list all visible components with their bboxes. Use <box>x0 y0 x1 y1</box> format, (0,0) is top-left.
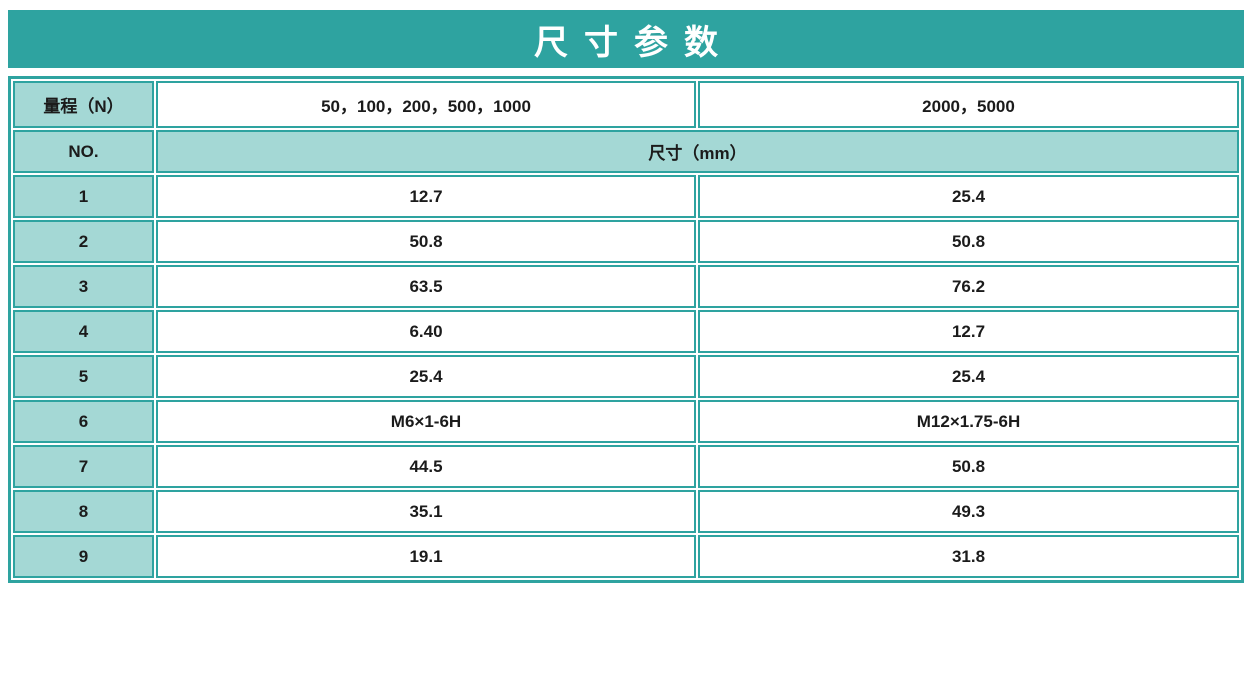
dimension-parameters-table: 量程（N） 50，100，200，500，1000 2000，5000 NO. … <box>8 76 1244 583</box>
table-row: 7 44.5 50.8 <box>13 445 1239 488</box>
dim-value-a: 35.1 <box>156 490 696 533</box>
table-row: 3 63.5 76.2 <box>13 265 1239 308</box>
dim-value-b: 25.4 <box>698 355 1239 398</box>
dim-value-b: 50.8 <box>698 220 1239 263</box>
dim-value-a: 19.1 <box>156 535 696 578</box>
title-band: 尺寸参数 <box>8 10 1244 68</box>
dim-value-b: 50.8 <box>698 445 1239 488</box>
row-number: 8 <box>13 490 154 533</box>
dim-value-a: 6.40 <box>156 310 696 353</box>
row-number: 9 <box>13 535 154 578</box>
row-number: 4 <box>13 310 154 353</box>
dim-value-a: 12.7 <box>156 175 696 218</box>
dim-value-a: 63.5 <box>156 265 696 308</box>
dim-value-b: M12×1.75-6H <box>698 400 1239 443</box>
range-group-b: 2000，5000 <box>698 81 1239 128</box>
dim-value-a: M6×1-6H <box>156 400 696 443</box>
table-row-no-header: NO. 尺寸（mm） <box>13 130 1239 173</box>
row-number: 1 <box>13 175 154 218</box>
table-row: 1 12.7 25.4 <box>13 175 1239 218</box>
dim-value-a: 50.8 <box>156 220 696 263</box>
table-row: 9 19.1 31.8 <box>13 535 1239 578</box>
table-row: 6 M6×1-6H M12×1.75-6H <box>13 400 1239 443</box>
dim-value-b: 31.8 <box>698 535 1239 578</box>
table-row: 4 6.40 12.7 <box>13 310 1239 353</box>
row-number: 3 <box>13 265 154 308</box>
table-row: 8 35.1 49.3 <box>13 490 1239 533</box>
dim-value-a: 44.5 <box>156 445 696 488</box>
row-number: 7 <box>13 445 154 488</box>
dim-value-a: 25.4 <box>156 355 696 398</box>
row-number: 2 <box>13 220 154 263</box>
row-number: 5 <box>13 355 154 398</box>
page-title: 尺寸参数 <box>534 23 734 62</box>
dim-value-b: 76.2 <box>698 265 1239 308</box>
no-header-label: NO. <box>13 130 154 173</box>
table-row: 2 50.8 50.8 <box>13 220 1239 263</box>
dim-value-b: 25.4 <box>698 175 1239 218</box>
dim-value-b: 49.3 <box>698 490 1239 533</box>
dim-value-b: 12.7 <box>698 310 1239 353</box>
table-row: 5 25.4 25.4 <box>13 355 1239 398</box>
table-row-range: 量程（N） 50，100，200，500，1000 2000，5000 <box>13 81 1239 128</box>
range-header-label: 量程（N） <box>13 81 154 128</box>
dimension-unit-header: 尺寸（mm） <box>156 130 1239 173</box>
row-number: 6 <box>13 400 154 443</box>
range-group-a: 50，100，200，500，1000 <box>156 81 696 128</box>
